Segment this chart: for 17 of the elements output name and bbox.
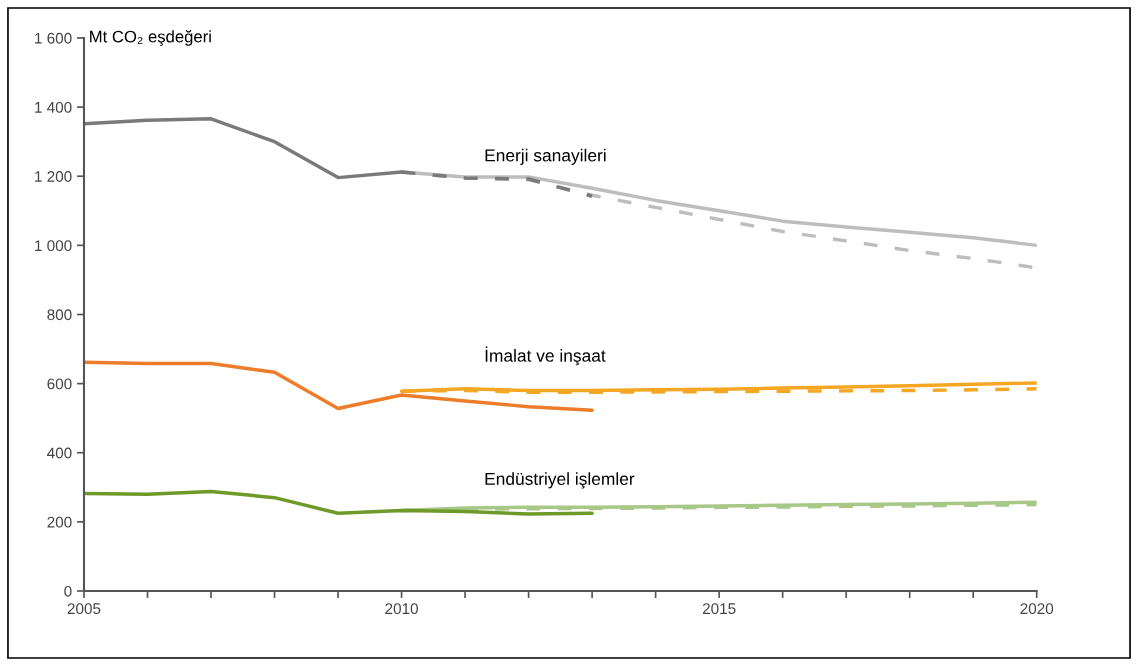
x-tick-label: 2020 (1020, 603, 1054, 615)
y-tick-label: 1 000 (35, 240, 72, 252)
y-tick-label: 0 (64, 585, 72, 597)
x-tick-label: 2010 (385, 603, 418, 615)
y-axis-title: Mt CO₂ eşdeğeri (90, 30, 211, 46)
y-tick-label: 400 (47, 447, 72, 459)
y-tick-label: 1 600 (35, 32, 72, 44)
annotation: İmalat ve inşaat (485, 346, 606, 366)
y-tick-label: 600 (47, 378, 72, 390)
annotation: Enerji sanayileri (485, 148, 606, 165)
annotation: Endüstriyel işlemler (485, 472, 635, 489)
y-tick-label: 800 (47, 309, 72, 321)
y-tick-label: 200 (47, 516, 72, 528)
x-tick-label: 2015 (702, 603, 736, 615)
y-tick-label: 1 400 (35, 101, 72, 113)
x-tick-label: 2005 (67, 603, 101, 615)
y-tick-label: 1 200 (35, 171, 72, 182)
